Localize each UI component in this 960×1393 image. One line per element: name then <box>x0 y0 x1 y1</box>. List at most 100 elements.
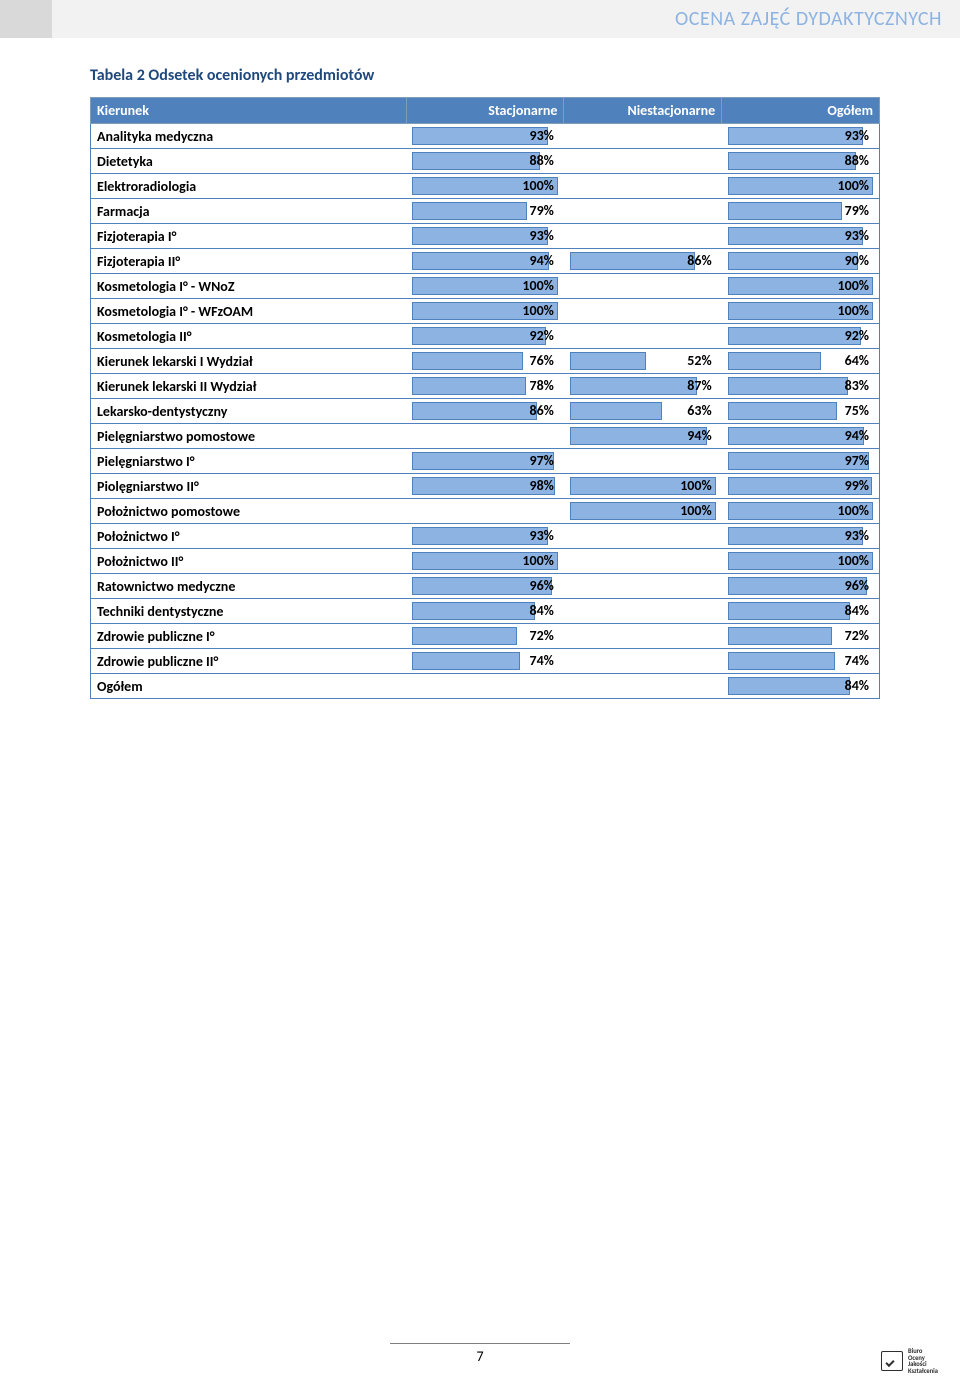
bar-fill <box>728 652 836 670</box>
table-row: Położnictwo I°93%93% <box>91 524 880 549</box>
table-cell: 86% <box>564 249 722 274</box>
table-cell: 86% <box>406 399 564 424</box>
table-cell: 84% <box>722 674 880 699</box>
table-cell: 99% <box>722 474 880 499</box>
row-label: Kosmetologia II° <box>91 324 407 349</box>
bar-fill <box>412 627 517 645</box>
table-cell: 79% <box>406 199 564 224</box>
bar-value: 93% <box>845 527 869 545</box>
row-label: Lekarsko-dentystyczny <box>91 399 407 424</box>
table-cell: 100% <box>722 174 880 199</box>
table-cell: 94% <box>564 424 722 449</box>
row-label: Analityka medyczna <box>91 124 407 149</box>
row-label: Piolęgniarstwo II° <box>91 474 407 499</box>
row-label: Zdrowie publiczne II° <box>91 649 407 674</box>
bar-value: 100% <box>522 277 554 295</box>
footer-rule <box>390 1343 570 1344</box>
bar-fill <box>728 152 856 170</box>
bar-fill <box>412 377 526 395</box>
footer-logo: Biuro Oceny Jakości Kształcenia <box>881 1348 938 1375</box>
table-cell: 90% <box>722 249 880 274</box>
row-label: Położnictwo II° <box>91 549 407 574</box>
table-cell <box>564 599 722 624</box>
row-label: Farmacja <box>91 199 407 224</box>
bar-value: 88% <box>529 152 553 170</box>
bar-value: 94% <box>845 427 869 445</box>
table-cell <box>564 549 722 574</box>
bar-value: 72% <box>845 627 869 645</box>
bar-value: 98% <box>529 477 553 495</box>
bar-value: 96% <box>529 577 553 595</box>
bar-value: 100% <box>680 477 712 495</box>
table-cell: 93% <box>406 224 564 249</box>
bar-fill <box>570 352 646 370</box>
table-row: Kierunek lekarski II Wydział78%87%83% <box>91 374 880 399</box>
bar-value: 100% <box>838 177 870 195</box>
table-cell: 93% <box>722 124 880 149</box>
bar-fill <box>412 127 548 145</box>
table-cell: 79% <box>722 199 880 224</box>
bar-value: 93% <box>529 527 553 545</box>
bar-fill <box>570 252 695 270</box>
bar-fill <box>570 402 662 420</box>
bar-fill <box>728 252 859 270</box>
bar-fill <box>570 377 697 395</box>
table-cell: 92% <box>722 324 880 349</box>
table-cell: 100% <box>722 274 880 299</box>
bar-value: 86% <box>687 252 711 270</box>
table-cell: 72% <box>722 624 880 649</box>
table-row: Ratownictwo medyczne96%96% <box>91 574 880 599</box>
bar-value: 83% <box>845 377 869 395</box>
table-cell <box>564 174 722 199</box>
bar-value: 94% <box>529 252 553 270</box>
table-cell: 93% <box>406 524 564 549</box>
table-row: Zdrowie publiczne II° 74% 74% <box>91 649 880 674</box>
table-cell: 100% <box>722 299 880 324</box>
bar-value: 99% <box>845 477 869 495</box>
table-caption: Tabela 2 Odsetek ocenionych przedmiotów <box>90 66 880 85</box>
table-cell: 84% <box>406 599 564 624</box>
table-cell: 87% <box>564 374 722 399</box>
logo-text: Biuro Oceny Jakości Kształcenia <box>908 1348 938 1375</box>
bar-fill <box>728 602 850 620</box>
bar-value: 97% <box>845 452 869 470</box>
bar-value: 52% <box>687 352 711 370</box>
bar-value: 84% <box>529 602 553 620</box>
bar-fill <box>728 402 837 420</box>
table-cell: 75% <box>722 399 880 424</box>
table-cell: 74% <box>722 649 880 674</box>
bar-value: 74% <box>529 652 553 670</box>
table-cell <box>406 674 564 699</box>
logo-line4: Kształcenia <box>908 1368 938 1375</box>
page-footer: 7 <box>0 1343 960 1365</box>
table-row: Dietetyka88%88% <box>91 149 880 174</box>
table-cell <box>564 274 722 299</box>
table-cell <box>564 649 722 674</box>
row-label: Ratownictwo medyczne <box>91 574 407 599</box>
table-cell <box>564 524 722 549</box>
table-row: Kosmetologia I° - WFzOAM100%100% <box>91 299 880 324</box>
table-row: Farmacja79%79% <box>91 199 880 224</box>
table-cell: 100% <box>406 274 564 299</box>
table-cell: 64% <box>722 349 880 374</box>
bar-value: 84% <box>845 602 869 620</box>
table-cell: 96% <box>406 574 564 599</box>
bar-value: 86% <box>529 402 553 420</box>
table-row: Pielęgniarstwo I°97%97% <box>91 449 880 474</box>
table-cell <box>564 299 722 324</box>
row-label: Ogółem <box>91 674 407 699</box>
bar-value: 78% <box>529 377 553 395</box>
bar-value: 94% <box>687 427 711 445</box>
bar-value: 100% <box>838 277 870 295</box>
row-label: Kosmetologia I° - WFzOAM <box>91 299 407 324</box>
bar-fill <box>412 152 540 170</box>
bar-value: 100% <box>522 552 554 570</box>
row-label: Fizjoterapia II° <box>91 249 407 274</box>
bar-fill <box>728 527 863 545</box>
bar-value: 88% <box>845 152 869 170</box>
table-cell: 52% <box>564 349 722 374</box>
table-row: Piolęgniarstwo II° 98% 100% 99% <box>91 474 880 499</box>
bar-value: 93% <box>845 227 869 245</box>
bar-fill <box>412 352 523 370</box>
table-row: Techniki dentystyczne84%84% <box>91 599 880 624</box>
